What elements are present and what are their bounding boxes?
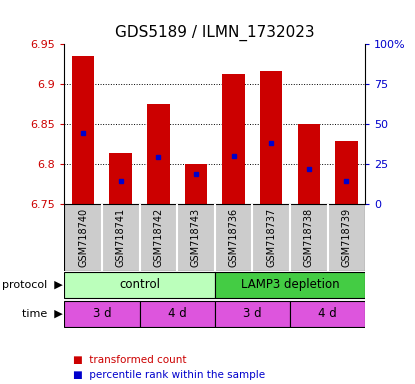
- Text: GSM718737: GSM718737: [266, 207, 276, 267]
- Text: 3 d: 3 d: [93, 307, 111, 320]
- Text: time  ▶: time ▶: [22, 309, 62, 319]
- Text: 3 d: 3 d: [243, 307, 262, 320]
- Bar: [64, 301, 139, 327]
- Text: GSM718743: GSM718743: [191, 208, 201, 266]
- Text: GSM718740: GSM718740: [78, 208, 88, 266]
- Text: 4 d: 4 d: [168, 307, 186, 320]
- Bar: [185, 164, 207, 204]
- Bar: [215, 272, 365, 298]
- Bar: [72, 56, 95, 204]
- Text: control: control: [119, 278, 160, 291]
- Text: LAMP3 depletion: LAMP3 depletion: [241, 278, 339, 291]
- Text: GSM718738: GSM718738: [304, 208, 314, 266]
- Bar: [64, 272, 215, 298]
- Bar: [222, 74, 245, 204]
- Bar: [110, 153, 132, 204]
- Text: protocol  ▶: protocol ▶: [2, 280, 62, 290]
- Bar: [215, 301, 290, 327]
- Bar: [147, 104, 170, 204]
- Title: GDS5189 / ILMN_1732023: GDS5189 / ILMN_1732023: [115, 25, 315, 41]
- Bar: [298, 124, 320, 204]
- Bar: [290, 301, 365, 327]
- Bar: [139, 301, 215, 327]
- Text: GSM718742: GSM718742: [154, 207, 164, 267]
- Bar: [260, 71, 283, 204]
- Text: GSM718739: GSM718739: [342, 208, 352, 266]
- Bar: [335, 141, 358, 204]
- Text: GSM718741: GSM718741: [116, 208, 126, 266]
- Text: GSM718736: GSM718736: [229, 208, 239, 266]
- Text: ■  transformed count: ■ transformed count: [73, 355, 186, 365]
- Text: 4 d: 4 d: [318, 307, 337, 320]
- Text: ■  percentile rank within the sample: ■ percentile rank within the sample: [73, 370, 265, 380]
